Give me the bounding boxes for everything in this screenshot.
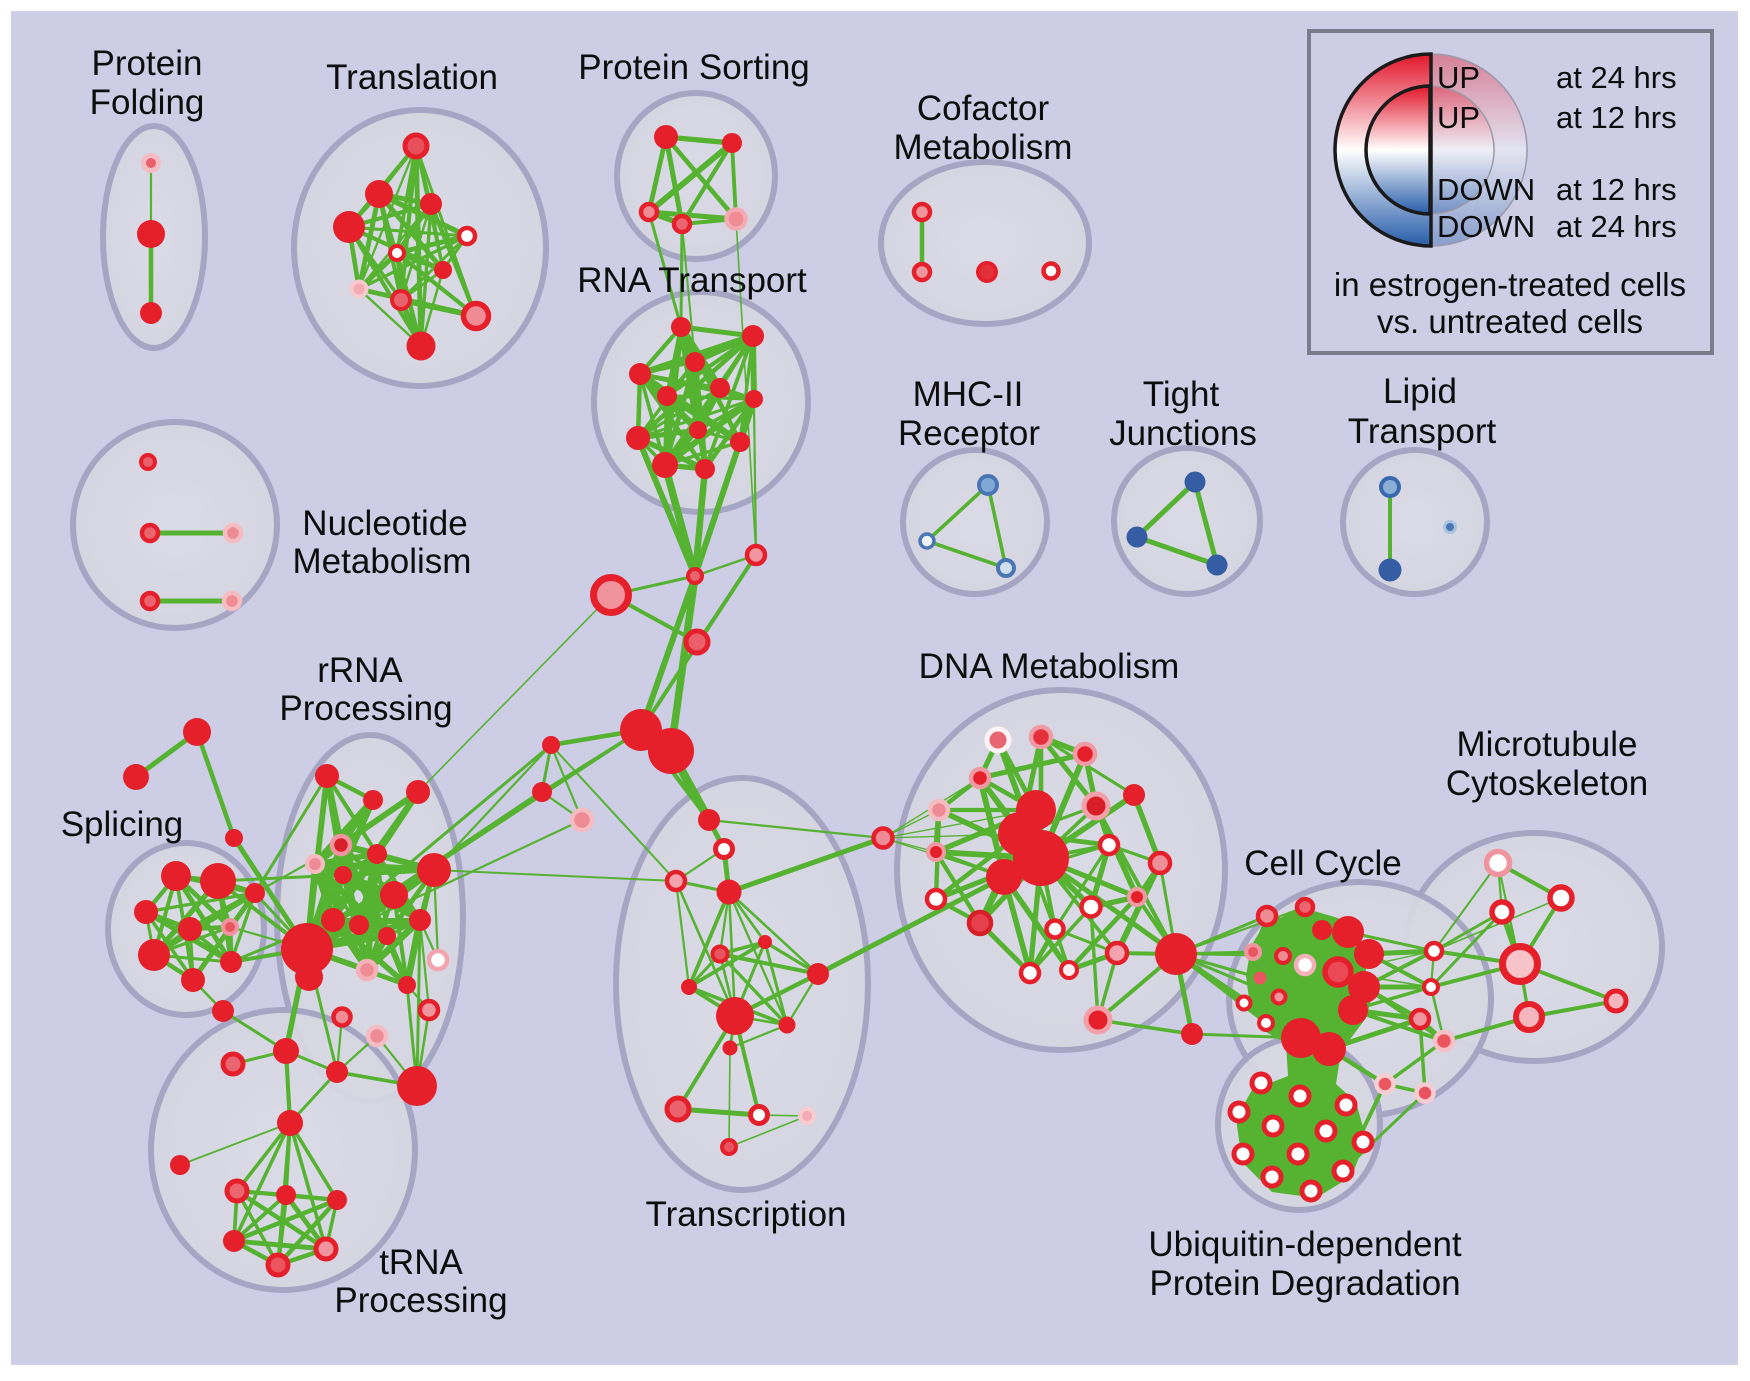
svg-text:vs. untreated cells: vs. untreated cells xyxy=(1377,303,1643,340)
svg-text:Cytoskeleton: Cytoskeleton xyxy=(1446,764,1648,803)
svg-text:Junctions: Junctions xyxy=(1109,414,1257,453)
svg-text:DNA Metabolism: DNA Metabolism xyxy=(919,647,1180,686)
svg-text:at 24 hrs: at 24 hrs xyxy=(1556,209,1677,244)
svg-text:DOWN: DOWN xyxy=(1437,172,1535,207)
svg-text:at 12 hrs: at 12 hrs xyxy=(1556,100,1677,135)
svg-text:Splicing: Splicing xyxy=(61,805,184,844)
svg-text:UP: UP xyxy=(1437,100,1480,135)
svg-text:Metabolism: Metabolism xyxy=(894,128,1073,167)
svg-text:Metabolism: Metabolism xyxy=(293,542,472,581)
svg-text:Nucleotide: Nucleotide xyxy=(302,504,467,543)
svg-text:Protein Degradation: Protein Degradation xyxy=(1149,1264,1460,1303)
svg-text:Cell Cycle: Cell Cycle xyxy=(1244,844,1402,883)
svg-text:RNA Transport: RNA Transport xyxy=(577,261,807,300)
svg-text:MHC-II: MHC-II xyxy=(913,375,1024,414)
svg-text:Ubiquitin-dependent: Ubiquitin-dependent xyxy=(1148,1225,1462,1264)
svg-text:Folding: Folding xyxy=(90,83,205,122)
svg-text:Protein: Protein xyxy=(92,44,203,83)
svg-text:Protein Sorting: Protein Sorting xyxy=(578,48,810,87)
svg-text:Translation: Translation xyxy=(326,58,498,97)
svg-text:Lipid: Lipid xyxy=(1383,372,1457,411)
svg-text:Transcription: Transcription xyxy=(646,1195,847,1234)
svg-text:Microtubule: Microtubule xyxy=(1457,725,1638,764)
svg-text:DOWN: DOWN xyxy=(1437,209,1535,244)
svg-text:Tight: Tight xyxy=(1143,375,1220,414)
svg-text:at 24 hrs: at 24 hrs xyxy=(1556,60,1677,95)
svg-text:Processing: Processing xyxy=(279,689,452,728)
svg-text:Cofactor: Cofactor xyxy=(917,89,1050,128)
svg-text:Receptor: Receptor xyxy=(898,414,1040,453)
svg-text:rRNA: rRNA xyxy=(317,651,403,690)
svg-text:at 12 hrs: at 12 hrs xyxy=(1556,172,1677,207)
svg-text:tRNA: tRNA xyxy=(379,1243,463,1282)
svg-text:Processing: Processing xyxy=(334,1281,507,1320)
svg-text:UP: UP xyxy=(1437,60,1480,95)
svg-text:Transport: Transport xyxy=(1348,412,1497,451)
svg-text:in estrogen-treated cells: in estrogen-treated cells xyxy=(1334,266,1686,303)
